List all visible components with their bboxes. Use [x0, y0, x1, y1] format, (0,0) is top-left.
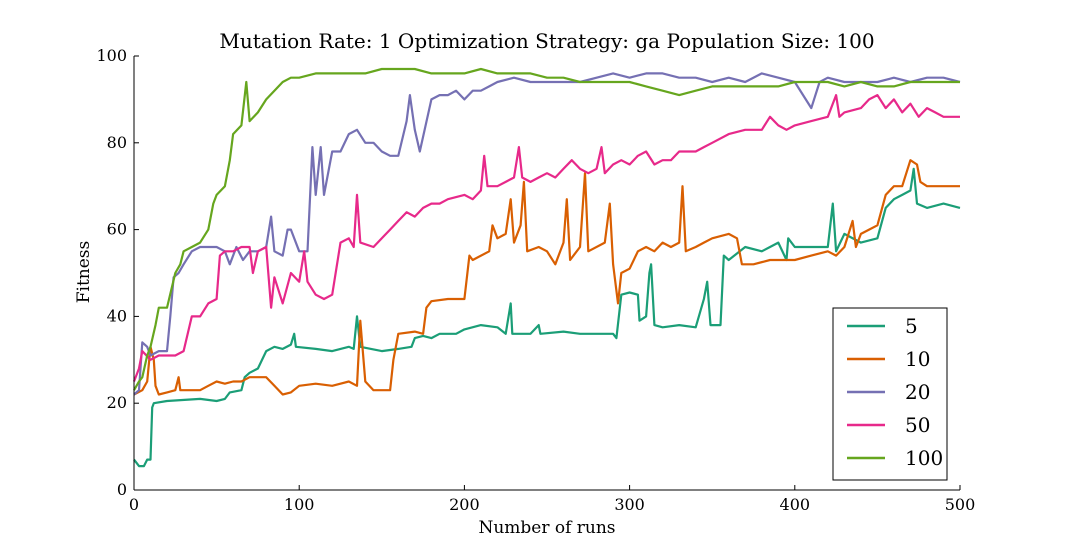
y-tick-label: 0 — [117, 480, 127, 499]
y-tick-label: 40 — [107, 306, 127, 325]
y-tick-label: 80 — [107, 133, 127, 152]
x-tick-label: 200 — [449, 495, 480, 514]
y-tick-label: 60 — [107, 220, 127, 239]
axes-layer: 0 100 200 300 400 500 0 20 40 60 80 100 — [96, 46, 975, 514]
y-axis-label: Fitness — [74, 241, 94, 304]
x-tick-label: 0 — [129, 495, 139, 514]
legend-label-10: 10 — [905, 347, 930, 371]
series-line-100 — [133, 67, 960, 391]
legend-label-5: 5 — [905, 314, 918, 338]
legend: 5 10 20 50 100 — [832, 307, 948, 481]
y-tick-label: 100 — [96, 46, 127, 65]
chart-title: Mutation Rate: 1 Optimization Strategy: … — [219, 29, 874, 53]
series-line-20 — [133, 72, 961, 396]
series-layer — [132, 67, 961, 468]
x-tick-label: 300 — [614, 495, 645, 514]
series-line-5 — [133, 167, 961, 468]
legend-label-20: 20 — [905, 380, 930, 404]
x-tick-label: 500 — [945, 495, 976, 514]
series-line-50 — [132, 94, 960, 382]
x-axis-label: Number of runs — [478, 518, 615, 538]
x-tick-label: 100 — [284, 495, 315, 514]
series-line-10 — [133, 159, 960, 396]
legend-box — [832, 307, 948, 481]
y-tick-label: 20 — [107, 393, 127, 412]
x-tick-label: 400 — [780, 495, 811, 514]
legend-label-50: 50 — [905, 413, 930, 437]
legend-label-100: 100 — [905, 446, 943, 470]
